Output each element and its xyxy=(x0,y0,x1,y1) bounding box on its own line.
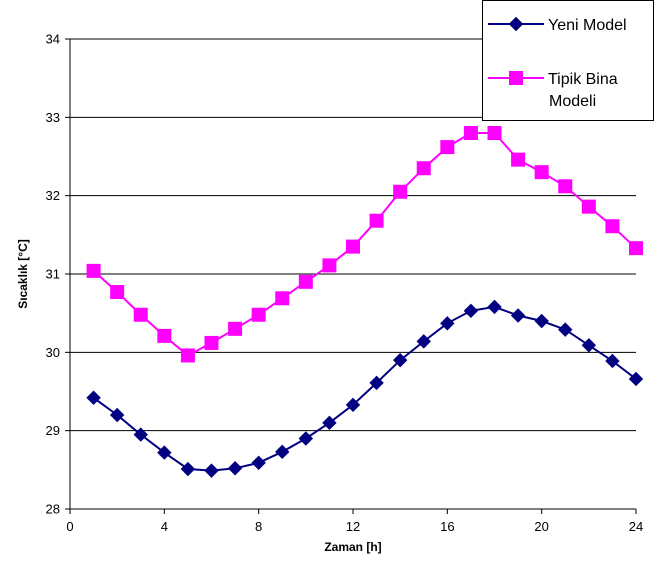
legend-marker-yeni-model xyxy=(508,16,524,32)
data-point-yeni-model-19 xyxy=(510,308,526,323)
data-point-yeni-model-11 xyxy=(322,415,337,431)
x-tick-label-12: 12 xyxy=(346,519,360,534)
data-point-yeni-model-7 xyxy=(227,461,243,476)
data-point-tipik-bina-modeli-12 xyxy=(346,239,360,254)
data-point-yeni-model-16 xyxy=(440,316,455,331)
legend-label-line: Modeli xyxy=(549,93,596,110)
data-point-yeni-model-21 xyxy=(558,322,573,337)
data-point-yeni-model-24 xyxy=(628,371,644,387)
legend-label-line: Tipik Bina xyxy=(548,71,618,88)
y-tick-label-28: 28 xyxy=(46,502,60,517)
data-point-tipik-bina-modeli-21 xyxy=(558,179,573,194)
series-tipik-bina-modeli xyxy=(86,126,643,363)
data-point-tipik-bina-modeli-9 xyxy=(275,291,290,306)
data-point-tipik-bina-modeli-24 xyxy=(629,241,643,256)
x-tick-label-0: 0 xyxy=(66,519,73,534)
data-point-yeni-model-20 xyxy=(534,313,549,329)
x-tick-label-24: 24 xyxy=(629,519,643,534)
legend-label-tipik-bina-modeli: Tipik Bina Modeli xyxy=(548,71,618,110)
axes xyxy=(65,38,637,514)
x-axis-title: Zaman [h] xyxy=(324,540,381,554)
data-point-yeni-model-8 xyxy=(251,455,266,470)
data-point-tipik-bina-modeli-3 xyxy=(133,307,148,322)
y-tick-label-34: 34 xyxy=(46,32,60,47)
legend-items: Yeni Model Tipik Bina Modeli xyxy=(488,16,627,110)
data-point-tipik-bina-modeli-2 xyxy=(110,285,125,300)
y-tick-label-30: 30 xyxy=(46,345,60,360)
data-point-tipik-bina-modeli-17 xyxy=(463,126,478,140)
data-point-tipik-bina-modeli-14 xyxy=(393,184,408,199)
data-point-yeni-model-3 xyxy=(133,427,148,442)
data-point-tipik-bina-modeli-5 xyxy=(180,348,195,363)
x-tick-label-8: 8 xyxy=(255,519,262,534)
data-point-yeni-model-14 xyxy=(392,352,408,368)
data-point-yeni-model-2 xyxy=(109,407,125,423)
data-point-yeni-model-17 xyxy=(463,303,479,319)
y-tick-label-32: 32 xyxy=(46,188,60,203)
data-point-tipik-bina-modeli-22 xyxy=(581,199,596,214)
data-point-tipik-bina-modeli-10 xyxy=(298,274,313,289)
legend-box xyxy=(482,0,654,121)
data-point-tipik-bina-modeli-16 xyxy=(440,140,455,155)
y-axis-title: Sıcaklık [°C] xyxy=(16,239,30,309)
legend-label-line: Yeni Model xyxy=(548,17,627,34)
data-point-yeni-model-5 xyxy=(180,461,196,477)
x-tick-label-4: 4 xyxy=(161,519,168,534)
legend: Yeni Model Tipik Bina Modeli xyxy=(482,0,654,121)
data-point-yeni-model-9 xyxy=(275,444,290,460)
data-point-yeni-model-13 xyxy=(369,375,384,391)
data-point-tipik-bina-modeli-20 xyxy=(534,165,549,180)
x-tick-label-20: 20 xyxy=(534,519,548,534)
legend-marker-tipik-bina-modeli xyxy=(509,71,523,85)
data-point-tipik-bina-modeli-23 xyxy=(605,219,620,234)
data-point-yeni-model-22 xyxy=(581,338,597,353)
data-point-yeni-model-23 xyxy=(605,353,620,369)
data-point-yeni-model-4 xyxy=(157,445,172,460)
data-point-tipik-bina-modeli-15 xyxy=(416,161,431,176)
data-point-yeni-model-15 xyxy=(416,334,431,349)
data-point-yeni-model-6 xyxy=(204,463,219,478)
data-point-tipik-bina-modeli-6 xyxy=(204,335,219,350)
data-point-tipik-bina-modeli-11 xyxy=(322,258,337,273)
y-tick-label-33: 33 xyxy=(46,110,60,125)
data-point-tipik-bina-modeli-19 xyxy=(511,152,526,167)
data-point-tipik-bina-modeli-13 xyxy=(369,213,384,228)
legend-label-yeni-model: Yeni Model xyxy=(548,17,627,34)
data-point-yeni-model-1 xyxy=(86,390,101,405)
data-point-tipik-bina-modeli-4 xyxy=(157,328,172,343)
data-point-tipik-bina-modeli-18 xyxy=(487,126,502,140)
series-yeni-model xyxy=(86,299,644,478)
tick-labels: 28 29 30 31 32 33 34 0 4 8 12 16 20 24 xyxy=(46,32,644,535)
data-point-tipik-bina-modeli-7 xyxy=(228,321,243,336)
series xyxy=(86,126,644,478)
legend-entry-yeni-model: Yeni Model xyxy=(488,16,627,34)
legend-entry-tipik-bina-modeli: Tipik Bina Modeli xyxy=(488,71,618,110)
y-tick-label-31: 31 xyxy=(46,267,60,282)
data-point-yeni-model-12 xyxy=(345,397,361,413)
data-point-yeni-model-18 xyxy=(487,299,502,315)
data-point-tipik-bina-modeli-8 xyxy=(251,307,266,322)
data-point-tipik-bina-modeli-1 xyxy=(86,263,101,278)
x-tick-label-16: 16 xyxy=(440,519,454,534)
y-tick-label-29: 29 xyxy=(46,423,60,438)
data-point-yeni-model-10 xyxy=(298,431,314,446)
